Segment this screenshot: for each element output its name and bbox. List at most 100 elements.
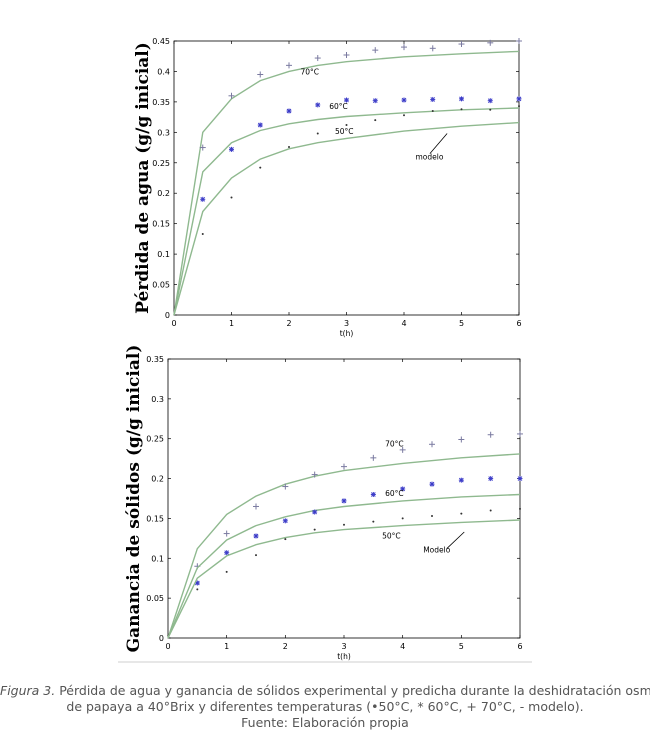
model-pointer-line [446,531,465,550]
data-point-plus [429,441,435,448]
data-point-star [459,96,464,102]
data-point-dot [372,520,375,523]
x-tick-label: 5 [459,642,464,651]
annotation-label: Modelo [423,546,451,555]
x-tick-label: 3 [344,319,349,328]
data-point-dot [201,233,204,236]
data-point-dot [343,523,345,526]
data-point-plus [370,454,377,461]
data-point-plus [314,55,321,62]
y-tick-label: 0.3 [151,395,164,404]
y-tick-label: 0.1 [157,250,170,259]
data-point-plus [401,44,407,51]
y-tick-label: 0.35 [152,98,170,107]
data-point-star [315,102,321,108]
data-point-star [488,476,494,482]
solids-gain-chart: 0 1 2 3 4 5 6 0 0.05 0.1 0.15 0.2 0.25 0.3 0.35 t(h) Gan… [124,345,523,661]
data-point-dot [431,515,433,518]
y-tick-label: 0 [159,634,164,643]
x-tick-label: 1 [224,642,229,651]
data-point-plus [487,39,494,46]
data-point-star [286,108,292,114]
y-tick-label: 0.3 [157,128,170,137]
data-point-dot [460,512,463,515]
data-point-plus [516,38,522,44]
data-point-dot [489,509,492,512]
data-point-star [487,98,493,104]
water-loss-chart: 0 1 2 3 4 5 6 0 0.05 0.1 0.15 0.2 0.25 0.3 0.35 0.4 0.45… [133,37,522,338]
y-tick-label: 0 [165,311,170,320]
model-line [167,493,521,639]
x-axis-label: t(h) [340,329,354,338]
data-point-star [372,98,378,104]
data-point-dot [230,196,233,199]
data-point-star [200,196,206,202]
x-tick-label: 4 [401,319,406,328]
annotation-label: 70°C [301,67,320,76]
data-point-star [401,97,407,103]
data-point-plus [458,436,465,443]
data-point-dot [259,166,262,169]
data-point-star [517,476,523,482]
y-tick-label: 0.15 [152,220,170,229]
y-tick-label: 0.05 [146,594,164,603]
data-point-star [257,122,263,128]
data-point-plus [399,446,406,453]
caption-line-3: Fuente: Elaboración propia [241,715,409,730]
x-tick-label: 0 [165,642,170,651]
data-point-star [229,146,234,152]
annotation-label: 50°C [382,531,401,540]
data-point-star [429,481,435,487]
x-tick-label: 3 [341,642,346,651]
data-point-dot [196,588,199,591]
annotation-label: 50°C [335,127,354,136]
data-point-dot [284,538,287,541]
data-point-plus [372,47,379,54]
y-tick-label: 0.4 [157,67,170,76]
model-line [173,50,520,316]
figure-caption: Figura 3. Pérdida de agua y ganancia de … [0,683,650,731]
data-point-dot [519,507,521,510]
y-tick-label: 0.45 [152,37,170,46]
y-tick-label: 0.2 [151,475,164,484]
caption-line-2: de papaya a 40°Brix y diferentes tempera… [66,699,584,714]
annotation-label: modelo [416,153,444,162]
y-tick-label: 0.2 [157,189,170,198]
data-point-plus [228,92,235,99]
data-point-star [516,96,522,102]
data-point-dot [460,108,463,111]
data-point-dot [255,554,257,557]
data-point-plus [311,471,318,478]
data-point-plus [429,45,436,52]
model-line [167,453,521,639]
caption-line-1: Figura 3. Pérdida de agua y ganancia de … [0,683,650,699]
data-point-star [341,498,347,504]
x-tick-label: 4 [400,642,405,651]
caption-figure-label: Figura 3. [0,683,56,698]
data-point-plus [282,483,289,490]
x-axis-label: t(h) [337,652,351,661]
y-axis-label: Pérdida de agua (g/g inicial) [133,42,153,314]
data-point-dot [313,528,316,531]
data-point-star [400,486,406,492]
y-tick-label: 0.25 [146,435,164,444]
plot-frame [173,40,520,316]
annotation-label: 70°C [385,440,404,449]
x-tick-label: 2 [283,642,288,651]
data-point-plus [286,62,292,69]
data-point-dot [489,108,492,111]
x-tick-label: 2 [286,319,291,328]
x-tick-label: 6 [516,319,521,328]
y-tick-label: 0.15 [146,514,164,523]
data-point-plus [487,431,494,438]
data-point-dot [431,110,434,113]
y-tick-label: 0.1 [151,554,164,563]
annotation-label: 60°C [385,489,404,498]
x-tick-label: 0 [171,319,176,328]
caption-text-1: Pérdida de agua y ganancia de sólidos ex… [55,683,650,698]
data-point-plus [257,71,264,78]
x-tick-label: 1 [229,319,234,328]
data-point-plus [343,52,350,59]
data-point-dot [374,119,377,122]
